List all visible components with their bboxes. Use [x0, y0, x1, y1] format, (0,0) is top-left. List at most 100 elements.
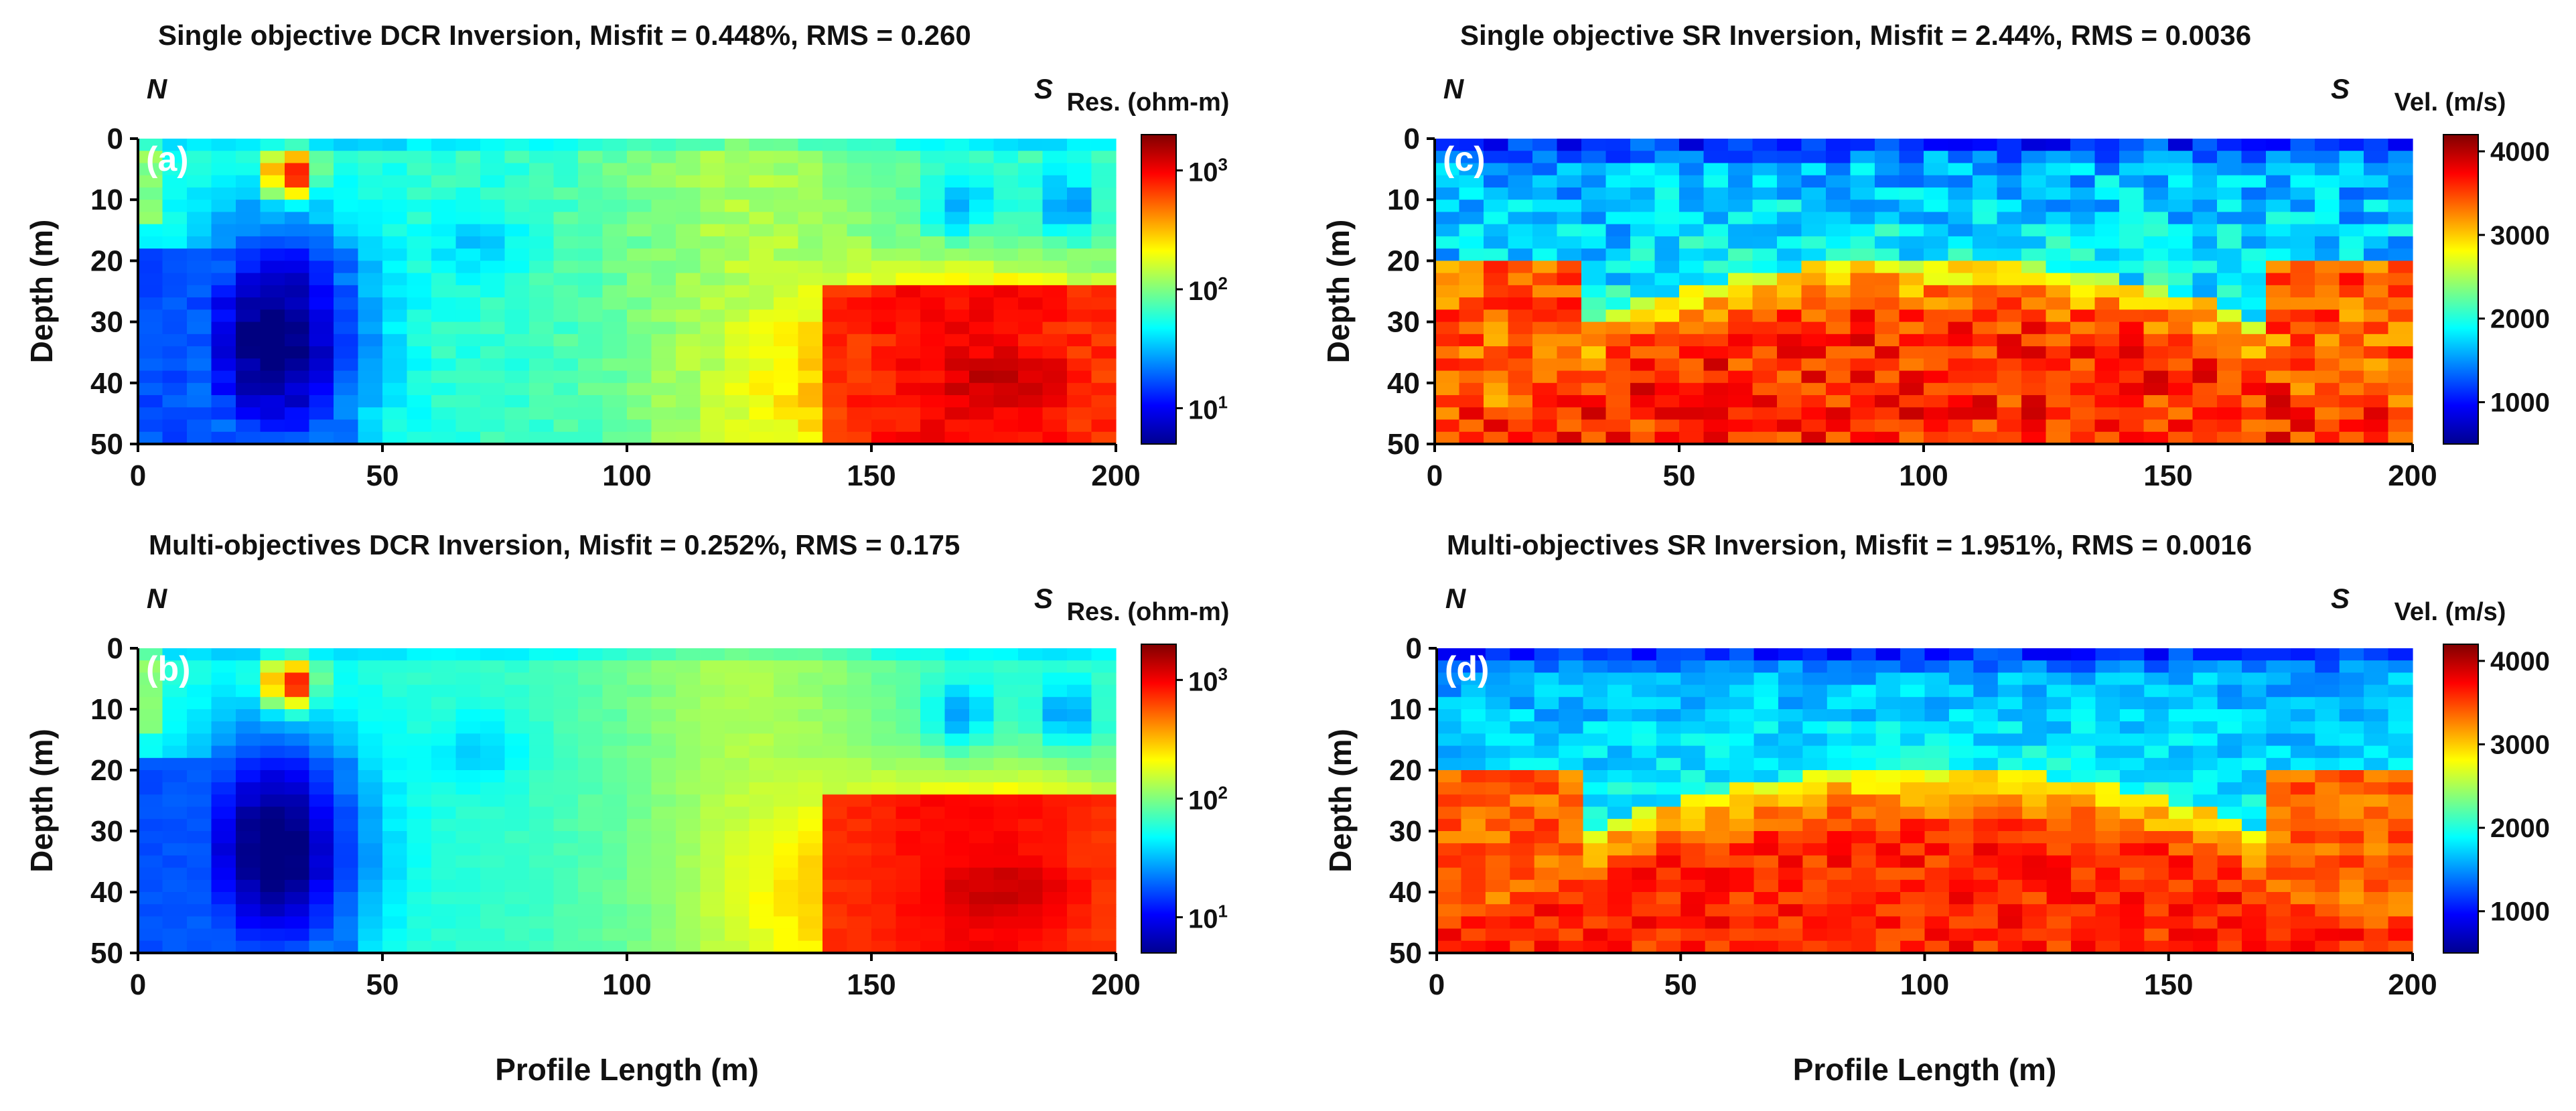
heatmap-cell — [2193, 660, 2218, 673]
heatmap-cell — [1510, 672, 1535, 686]
heatmap-cell — [969, 684, 995, 698]
heatmap-cell — [504, 855, 530, 869]
heatmap-cell — [480, 843, 506, 856]
heatmap-cell — [309, 139, 334, 151]
heatmap-cell — [1459, 321, 1484, 335]
heatmap-cell — [1973, 297, 1998, 310]
heatmap-cell — [2046, 794, 2072, 808]
heatmap-cell — [2021, 139, 2047, 151]
heatmap-cell — [480, 733, 506, 747]
heatmap-cell — [1948, 843, 1974, 856]
heatmap-cell — [1042, 431, 1068, 445]
heatmap-cell — [382, 648, 408, 661]
heatmap-cell — [1924, 879, 1950, 893]
heatmap-cell — [2168, 151, 2194, 164]
heatmap-cell — [2144, 928, 2169, 942]
heatmap-cell — [358, 672, 383, 686]
heatmap-cell — [2192, 382, 2218, 396]
heatmap-cell — [822, 904, 848, 917]
heatmap-cell — [1973, 395, 1998, 408]
heatmap-cell — [700, 940, 725, 954]
heatmap-cell — [455, 261, 481, 274]
heatmap-cell — [2388, 892, 2413, 905]
heatmap-cell — [2364, 660, 2389, 673]
heatmap-cell — [822, 916, 848, 930]
heatmap-cell — [553, 297, 579, 310]
heatmap-cell — [1532, 175, 1558, 188]
heatmap-cell — [2046, 916, 2072, 930]
heatmap-cell — [358, 928, 383, 942]
heatmap-cell — [1461, 648, 1486, 661]
heatmap-cell — [1435, 395, 1460, 408]
heatmap-cell — [382, 940, 408, 954]
heatmap-cell — [260, 940, 285, 954]
heatmap-cell — [407, 709, 432, 722]
heatmap-cell — [749, 212, 774, 225]
heatmap-cell — [1728, 236, 1754, 249]
heatmap-cell — [1924, 733, 1950, 747]
heatmap-cell — [529, 648, 555, 661]
heatmap-cell — [187, 757, 212, 771]
heatmap-cell — [211, 419, 236, 433]
heatmap-cell — [1680, 855, 1706, 869]
heatmap-cell — [260, 236, 285, 249]
heatmap-cell — [2339, 940, 2364, 954]
heatmap-cell — [2364, 733, 2389, 747]
heatmap-cell — [2094, 151, 2120, 164]
heatmap-cell — [627, 745, 652, 759]
heatmap-cell — [1067, 407, 1092, 421]
heatmap-cell — [2143, 261, 2169, 274]
heatmap-cell — [138, 757, 163, 771]
heatmap-cell — [798, 163, 823, 176]
heatmap-cell — [1948, 916, 1974, 930]
heatmap-cell — [871, 212, 897, 225]
colorbar-title: Res. (ohm-m) — [1067, 598, 1230, 626]
heatmap-cell — [2290, 818, 2315, 832]
heatmap-cell — [1728, 187, 1754, 200]
heatmap-cell — [2168, 867, 2194, 881]
heatmap-cell — [2022, 928, 2048, 942]
heatmap-cell — [602, 175, 628, 188]
heatmap-cell — [969, 163, 995, 176]
heatmap-cell — [2119, 660, 2145, 673]
heatmap-cell — [847, 151, 872, 164]
heatmap-cell — [725, 794, 750, 808]
heatmap-cell — [1607, 940, 1632, 954]
heatmap-cell — [700, 236, 725, 249]
heatmap-cell — [407, 684, 432, 698]
heatmap-cell — [1924, 419, 1949, 433]
heatmap-cell — [2094, 297, 2120, 310]
heatmap-cell — [2217, 745, 2242, 759]
heatmap-cell — [1680, 806, 1706, 820]
heatmap-cell — [1924, 745, 1950, 759]
heatmap-cell — [187, 175, 212, 188]
heatmap-cell — [1703, 175, 1729, 188]
heatmap-cell — [1091, 273, 1117, 286]
heatmap-cell — [1778, 696, 1803, 710]
heatmap-cell — [2119, 431, 2145, 445]
heatmap-cell — [2168, 709, 2194, 722]
heatmap-cell — [1632, 757, 1657, 771]
heatmap-cell — [969, 843, 995, 856]
heatmap-cell — [627, 224, 652, 237]
heatmap-cell — [309, 940, 334, 954]
heatmap-cell — [2070, 236, 2096, 249]
heatmap-cell — [334, 431, 359, 445]
heatmap-cell — [236, 843, 261, 856]
heatmap-cell — [2388, 321, 2413, 335]
heatmap-cell — [1705, 660, 1730, 673]
heatmap-cell — [2192, 175, 2218, 188]
heatmap-cell — [1680, 660, 1706, 673]
heatmap-cell — [2070, 163, 2096, 176]
heatmap-cell — [993, 672, 1019, 686]
heatmap-cell — [455, 224, 481, 237]
heatmap-cell — [285, 334, 310, 347]
heatmap-cell — [627, 867, 652, 881]
heatmap-cell — [1924, 395, 1949, 408]
heatmap-cell — [2095, 928, 2121, 942]
heatmap-cell — [2143, 395, 2169, 408]
heatmap-cell — [2168, 297, 2194, 310]
heatmap-cell — [187, 285, 212, 298]
heatmap-cell — [871, 733, 897, 747]
heatmap-cell — [1532, 309, 1558, 323]
